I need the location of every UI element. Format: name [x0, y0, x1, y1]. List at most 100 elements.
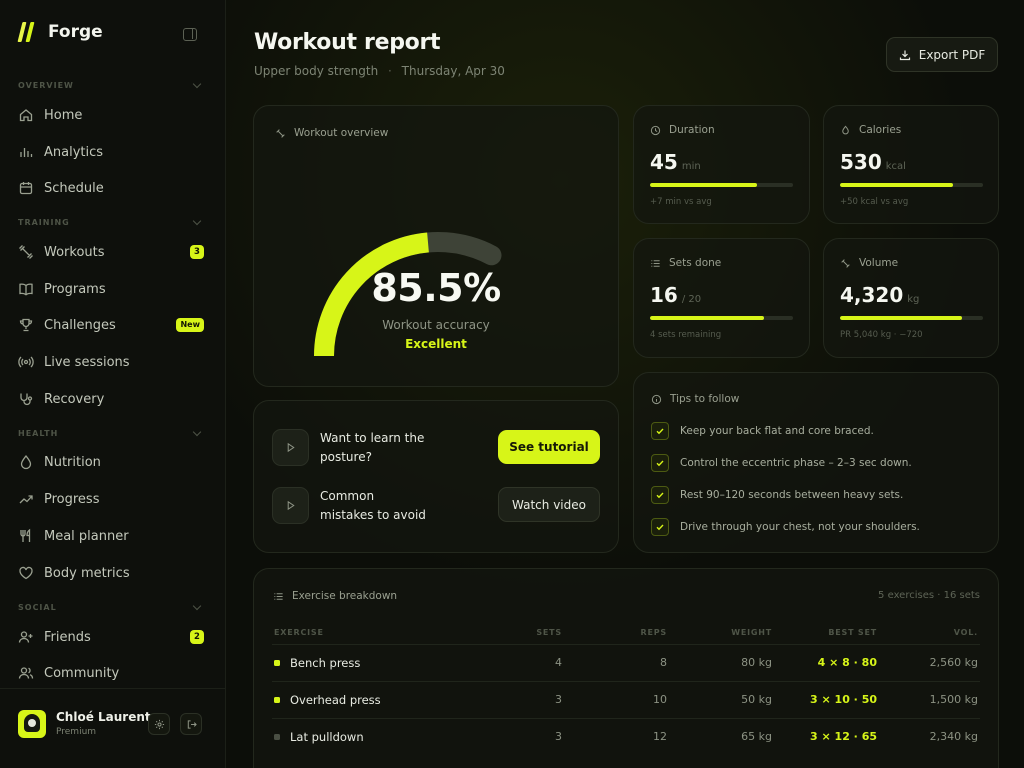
accuracy-label: Workout accuracy: [382, 318, 490, 332]
sidebar-item-recovery[interactable]: Recovery: [18, 387, 208, 411]
stat-number: 16: [650, 283, 678, 307]
table-row[interactable]: Lat pulldown 3 12 65 kg 3 × 12 · 65 2,34…: [272, 717, 980, 755]
sidebar-item-workouts[interactable]: Workouts 3: [18, 240, 208, 264]
volume-cell: 2,560 kg: [879, 643, 980, 681]
download-icon: [899, 50, 910, 60]
breakdown-meta: 5 exercises · 16 sets: [878, 590, 980, 601]
learn-text: Want to learn the posture?: [320, 431, 425, 464]
calendar-icon: [19, 182, 33, 195]
sidebar-toggle-icon[interactable]: [183, 28, 197, 41]
stat-number: 530: [840, 150, 882, 174]
sidebar-item-label: Progress: [44, 491, 100, 507]
card-title: Tips to follow: [670, 393, 740, 405]
section-training[interactable]: TRAINING: [18, 216, 202, 230]
status-dot: [274, 659, 280, 666]
stat-value: 530 kcal: [840, 150, 906, 174]
tip-text: Keep your back flat and core braced.: [680, 425, 874, 437]
watch-video-button[interactable]: Watch video: [498, 487, 600, 522]
column-header[interactable]: WEIGHT: [731, 627, 772, 637]
play-button[interactable]: [272, 429, 309, 466]
sidebar-item-label: Nutrition: [44, 454, 101, 470]
sidebar-item-schedule[interactable]: Schedule: [18, 176, 208, 200]
table-row[interactable]: Overhead press 3 10 50 kg 3 × 10 · 50 1,…: [272, 680, 980, 718]
section-label: OVERVIEW: [18, 81, 74, 90]
dumbbell-icon: [276, 128, 285, 138]
sidebar-item-home[interactable]: Home: [18, 103, 208, 127]
play-button[interactable]: [272, 487, 309, 524]
card-header: Exercise breakdown: [273, 590, 397, 602]
card-title: Exercise breakdown: [292, 590, 398, 602]
column-header[interactable]: BEST SET: [828, 627, 877, 637]
sidebar-item-label: Meal planner: [44, 528, 129, 544]
droplet-icon: [20, 454, 32, 470]
heart-icon: [19, 566, 33, 580]
learn-text: Common mistakes to avoid: [320, 489, 426, 522]
card-title: Workout overview: [294, 127, 389, 139]
stat-number: 45: [650, 150, 678, 174]
best-set-cell: 4 × 8 · 80: [774, 643, 879, 681]
sidebar-item-friends[interactable]: Friends 2: [18, 625, 208, 649]
stat-card-duration: Duration 45 min +7 min vs avg: [633, 105, 810, 224]
table-header-row: EXERCISE SETS REPS WEIGHT BEST SET VOL.: [272, 621, 980, 644]
brand[interactable]: Forge: [17, 22, 103, 42]
list-icon: [274, 592, 283, 600]
best-set-cell: 3 × 12 · 65: [774, 717, 879, 755]
sidebar-item-live-sessions[interactable]: Live sessions: [18, 350, 208, 374]
new-badge: New: [176, 318, 204, 332]
column-header[interactable]: EXERCISE: [274, 627, 324, 637]
sets-cell: 3: [496, 680, 564, 718]
stat-unit: / 20: [681, 294, 702, 305]
stat-progress-bar: [840, 183, 983, 187]
settings-button[interactable]: [148, 713, 170, 735]
forge-logo-icon: [17, 22, 35, 42]
learn-row-mistakes: Common mistakes to avoid Watch video: [272, 486, 602, 524]
status-dot: [274, 696, 280, 703]
flame-icon: [842, 125, 849, 134]
stat-card-calories: Calories 530 kcal +50 kcal vs avg: [823, 105, 999, 224]
stat-value: 45 min: [650, 150, 701, 174]
workout-date: Thursday, Apr 30: [401, 64, 505, 78]
volume-cell: 1,500 kg: [879, 680, 980, 718]
table-row[interactable]: Bench press 4 8 80 kg 4 × 8 · 80 2,560 k…: [272, 643, 980, 681]
bar-chart-icon: [20, 148, 33, 157]
sidebar-item-nutrition[interactable]: Nutrition: [18, 450, 208, 474]
weight-cell: 65 kg: [669, 717, 774, 755]
info-icon: [651, 394, 662, 404]
section-overview[interactable]: OVERVIEW: [18, 79, 202, 93]
reps-cell: 12: [564, 717, 669, 755]
learn-card: Want to learn the posture? See tutorial …: [253, 400, 619, 553]
column-header[interactable]: REPS: [640, 627, 667, 637]
section-social[interactable]: SOCIAL: [18, 601, 202, 615]
sidebar-item-label: Programs: [44, 281, 106, 297]
sidebar-item-community[interactable]: Community: [18, 661, 208, 685]
sidebar-item-body-metrics[interactable]: Body metrics: [18, 561, 208, 585]
sidebar-item-progress[interactable]: Progress: [18, 487, 208, 511]
column-header[interactable]: VOL.: [953, 627, 978, 637]
see-tutorial-button[interactable]: See tutorial: [498, 430, 600, 464]
utensils-icon: [20, 528, 31, 542]
accuracy-value: 85.5%: [371, 266, 501, 310]
stat-title: Calories: [859, 124, 902, 136]
avatar[interactable]: [18, 710, 46, 738]
export-label: Export PDF: [918, 47, 986, 62]
section-health[interactable]: HEALTH: [18, 427, 202, 441]
check-icon: [651, 486, 669, 504]
clock-icon: [650, 125, 661, 135]
sidebar-item-challenges[interactable]: Challenges New: [18, 313, 208, 337]
exercise-name-cell: Lat pulldown: [272, 717, 496, 755]
export-pdf-button[interactable]: Export PDF: [886, 37, 998, 72]
logout-button[interactable]: [180, 713, 202, 735]
sidebar-item-programs[interactable]: Programs: [18, 277, 208, 301]
tip-item: Drive through your chest, not your shoul…: [651, 518, 920, 536]
broadcast-icon: [18, 356, 34, 368]
stat-unit: min: [681, 161, 701, 172]
sets-cell: 4: [496, 643, 564, 681]
sidebar-item-analytics[interactable]: Analytics: [18, 140, 208, 164]
gear-icon: [154, 719, 164, 729]
stat-unit: kcal: [885, 161, 906, 172]
stat-note: +7 min vs avg: [650, 197, 712, 207]
column-header[interactable]: SETS: [536, 627, 562, 637]
sidebar-item-meal-planner[interactable]: Meal planner: [18, 524, 208, 548]
stat-note: 4 sets remaining: [650, 330, 722, 340]
user-plus-icon: [18, 631, 33, 643]
